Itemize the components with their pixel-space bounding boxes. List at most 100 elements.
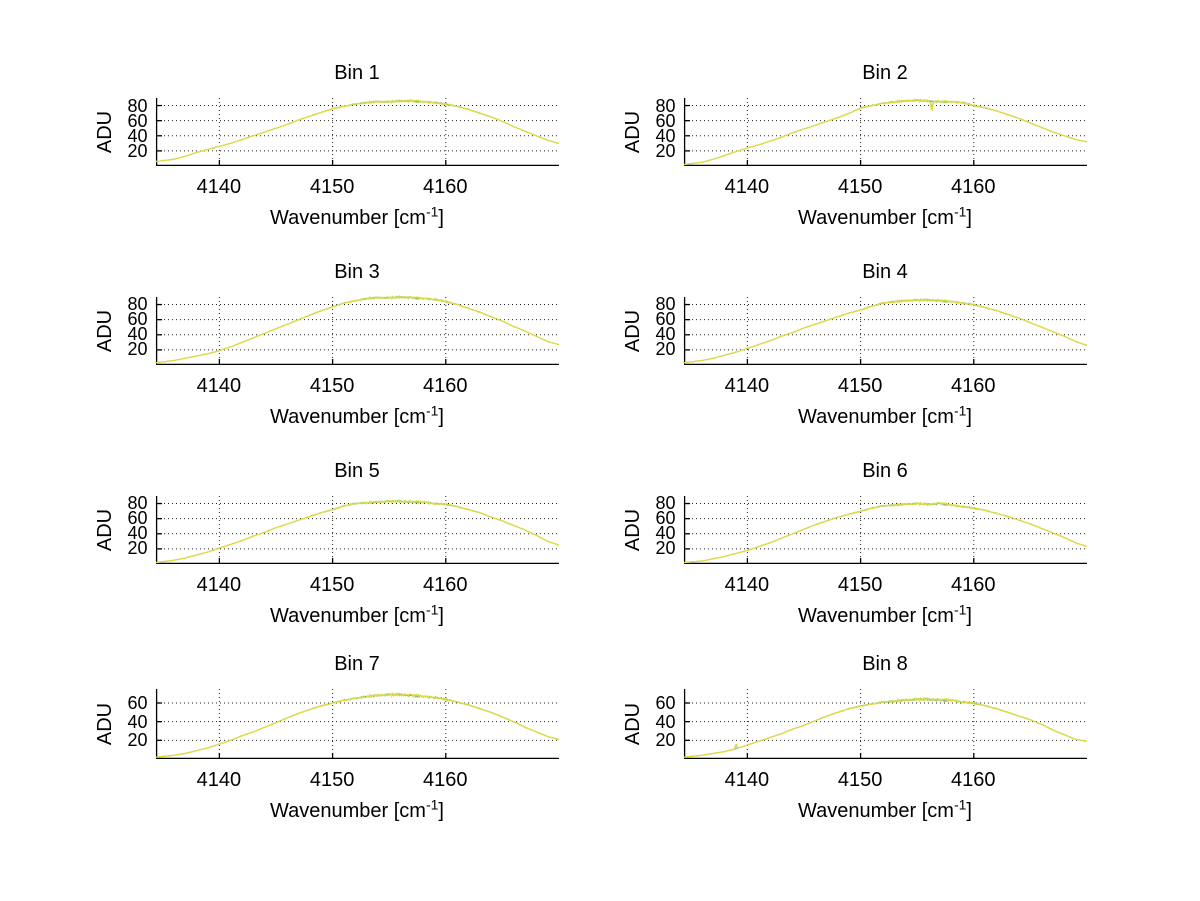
- trace-yellow: [683, 297, 1087, 363]
- x-axis-label: Wavenumber [cm-1]: [684, 403, 1087, 429]
- axis-lines: [155, 495, 559, 564]
- trace-cyan: [155, 499, 559, 563]
- x-axis-label-part: Wavenumber [cm: [270, 207, 426, 229]
- plot-area-bin-8: [683, 689, 1087, 760]
- trace-black: [155, 500, 559, 563]
- y-tick-label: 80: [655, 493, 676, 514]
- trace-yellow: [683, 696, 1087, 758]
- x-axis-label-part: -1: [953, 796, 967, 813]
- y-tick-label: 40: [655, 523, 676, 544]
- trace-green: [683, 697, 1087, 758]
- x-axis-label-part: Wavenumber [cm: [798, 207, 954, 229]
- y-tick-label: 40: [127, 523, 148, 544]
- trace-black: [683, 99, 1087, 165]
- x-axis-label: Wavenumber [cm-1]: [156, 204, 559, 230]
- plot-area-bin-4: [683, 296, 1087, 365]
- x-axis-label-part: ]: [438, 207, 444, 229]
- trace-black: [683, 502, 1087, 563]
- plot-title-bin-1: Bin 1: [334, 62, 380, 84]
- x-axis-label-part: Wavenumber [cm: [798, 405, 954, 428]
- trace-yellow: [683, 98, 1087, 166]
- plot-title-bin-2: Bin 2: [862, 62, 908, 84]
- plot-area-bin-6: [683, 495, 1087, 564]
- x-axis-label: Wavenumber [cm-1]: [156, 602, 559, 628]
- x-tick-label: 4150: [837, 176, 883, 198]
- x-tick-label: 4150: [309, 769, 355, 791]
- axis-lines: [683, 689, 1087, 760]
- x-tick-label: 4150: [837, 573, 883, 596]
- x-axis-label-part: ]: [966, 604, 972, 627]
- trace-cyan: [683, 501, 1087, 563]
- x-tick-label: 4140: [196, 374, 242, 397]
- y-tick-label: 60: [655, 309, 676, 330]
- axis-lines: [155, 98, 559, 167]
- x-axis-label-part: -1: [425, 401, 439, 418]
- x-axis-label-part: Wavenumber [cm: [270, 800, 426, 822]
- y-tick-label: 40: [655, 324, 676, 345]
- x-axis-label-part: -1: [425, 203, 439, 220]
- trace-black: [155, 694, 559, 758]
- plot-title-bin-4: Bin 4: [862, 260, 908, 283]
- x-axis-label-part: ]: [438, 604, 444, 627]
- y-tick-label: 60: [127, 693, 148, 713]
- x-axis-label-part: ]: [966, 207, 972, 229]
- plot-area-bin-1: [155, 98, 559, 167]
- x-axis-label-part: ]: [438, 800, 444, 822]
- x-tick-label: 4140: [724, 374, 770, 397]
- trace-green: [155, 499, 559, 563]
- y-tick-label: 80: [127, 95, 148, 116]
- y-tick-label: 40: [127, 711, 148, 732]
- x-tick-label: 4160: [951, 769, 996, 791]
- axis-lines: [683, 296, 1087, 365]
- trace-yellow: [155, 98, 559, 163]
- x-tick-label: 4140: [196, 769, 242, 791]
- x-tick-label: 4160: [423, 573, 468, 596]
- trace-black: [155, 100, 559, 162]
- y-tick-label: 80: [127, 493, 148, 514]
- y-tick-label: 80: [655, 95, 676, 116]
- y-tick-label: 60: [127, 110, 148, 131]
- y-tick-label: 20: [655, 140, 676, 161]
- x-tick-label: 4160: [423, 374, 468, 397]
- trace-cyan: [683, 697, 1087, 758]
- trace-yellow: [155, 294, 559, 363]
- x-axis-label: Wavenumber [cm-1]: [156, 797, 559, 823]
- trace-green: [155, 295, 559, 363]
- x-tick-label: 4140: [724, 176, 770, 198]
- x-tick-label: 4150: [309, 176, 355, 198]
- x-axis-label: Wavenumber [cm-1]: [684, 797, 1087, 823]
- x-axis-label-part: Wavenumber [cm: [270, 405, 426, 428]
- y-tick-label: 60: [127, 508, 148, 529]
- trace-black: [155, 296, 559, 363]
- y-tick-label: 20: [127, 538, 148, 559]
- plot-title-bin-5: Bin 5: [334, 459, 380, 482]
- trace-yellow: [155, 691, 559, 758]
- x-axis-label-part: ]: [966, 800, 972, 822]
- plot-area-bin-2: [683, 98, 1087, 167]
- trace-black: [683, 299, 1087, 363]
- plot-area-bin-3: [155, 294, 559, 365]
- x-tick-label: 4140: [724, 573, 770, 596]
- trace-green: [155, 99, 559, 162]
- x-tick-label: 4150: [309, 374, 355, 397]
- trace-cyan: [155, 99, 559, 162]
- y-tick-label: 80: [655, 294, 676, 315]
- y-tick-label: 60: [655, 508, 676, 529]
- y-tick-label: 20: [127, 339, 148, 360]
- x-axis-label-part: -1: [425, 600, 439, 617]
- trace-cyan: [683, 297, 1087, 363]
- x-tick-label: 4150: [309, 573, 355, 596]
- y-tick-label: 20: [655, 538, 676, 559]
- plot-title-bin-6: Bin 6: [862, 459, 908, 482]
- trace-green: [683, 98, 1087, 165]
- x-axis-label-part: -1: [953, 600, 967, 617]
- x-tick-label: 4160: [423, 176, 468, 198]
- x-tick-label: 4140: [196, 573, 242, 596]
- y-tick-label: 80: [127, 294, 148, 315]
- y-tick-label: 60: [655, 110, 676, 131]
- x-tick-label: 4160: [423, 769, 468, 791]
- x-axis-label-part: -1: [425, 796, 439, 813]
- y-tick-label: 20: [655, 730, 676, 751]
- x-axis-label: Wavenumber [cm-1]: [156, 403, 559, 429]
- x-axis-label: Wavenumber [cm-1]: [684, 602, 1087, 628]
